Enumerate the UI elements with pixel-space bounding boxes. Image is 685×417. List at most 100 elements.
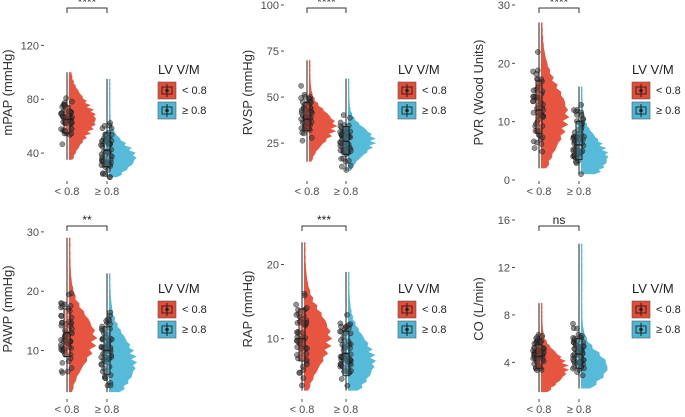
legend-dot — [639, 327, 643, 332]
data-point — [530, 138, 537, 145]
data-point — [58, 342, 64, 348]
violin-ge-0-8 — [581, 243, 608, 389]
box-iqr — [342, 126, 350, 155]
violin-ge-0-8 — [581, 86, 609, 175]
data-point — [338, 376, 345, 382]
data-point — [68, 290, 75, 297]
y-tick-label: 80 — [27, 94, 39, 106]
legend-key-ge-0-8 — [157, 101, 177, 120]
legend-dot — [405, 327, 409, 332]
x-tick-label: < 0.8 — [295, 186, 320, 198]
violin-lt-0-8 — [69, 237, 98, 393]
data-point — [64, 368, 71, 375]
legend-label: ≥ 0.8 — [182, 105, 206, 117]
legend-label: < 0.8 — [182, 304, 207, 316]
y-tick-label: 10 — [498, 117, 510, 129]
chart-panel-6: CO (L/min) 4 8 12 16 < 0.8 ≥ 0.8 ns LV V/M < 0.8 ≥… — [471, 213, 681, 416]
legend-dot — [639, 108, 643, 113]
data-point — [536, 132, 543, 139]
violin-ge-0-8 — [109, 273, 138, 393]
data-point — [298, 125, 305, 132]
legend-title: LV V/M — [632, 281, 674, 296]
data-point — [539, 148, 546, 155]
y-tick-label: 30 — [27, 227, 39, 239]
violin-lt-0-8 — [304, 242, 333, 391]
chart-panel-2: RVSP (mmHg) 25 50 75 100 < 0.8 ≥ 0.8 **** LV V/M… — [240, 0, 447, 198]
legend-box — [401, 106, 413, 115]
data-point — [570, 356, 576, 362]
legend-label: ≥ 0.8 — [182, 324, 206, 336]
data-point — [304, 305, 310, 311]
data-point — [298, 95, 304, 101]
legend-key-lt-0-8 — [397, 300, 417, 319]
y-tick-label: 20 — [498, 58, 510, 70]
data-point — [293, 301, 299, 308]
violin-lt-0-8 — [541, 22, 570, 169]
violin-lt-0-8 — [309, 60, 338, 162]
data-point — [346, 356, 353, 363]
data-point — [340, 112, 347, 118]
legend-key-ge-0-8 — [157, 320, 177, 339]
x-tick-label: < 0.8 — [527, 186, 552, 198]
legend-key-lt-0-8 — [631, 81, 651, 100]
legend-title: LV V/M — [398, 281, 440, 296]
legend-key-ge-0-8 — [397, 101, 417, 120]
y-tick-label: 8 — [504, 310, 510, 322]
significance-bracket — [538, 225, 580, 231]
legend-box — [635, 325, 647, 334]
data-point — [59, 369, 66, 376]
y-tick-label: 0 — [504, 175, 510, 187]
violin-lt-0-8 — [541, 303, 570, 393]
legend-key-ge-0-8 — [397, 320, 417, 339]
legend-box — [635, 86, 647, 95]
significance-label: **** — [550, 0, 569, 9]
legend-label: ≥ 0.8 — [422, 105, 446, 117]
data-point — [59, 359, 66, 366]
data-point — [63, 95, 69, 101]
chart-panel-3: PVR (Wood Units) 0 10 20 30 < 0.8 ≥ 0.8 **** LV … — [471, 0, 681, 198]
x-tick-label: < 0.8 — [290, 404, 315, 416]
x-tick-label: ≥ 0.8 — [567, 186, 591, 198]
legend-label: < 0.8 — [422, 85, 447, 97]
significance-label: **** — [78, 0, 97, 9]
legend-dot — [639, 307, 643, 312]
data-point — [348, 368, 354, 374]
data-point — [58, 313, 65, 319]
legend-label: < 0.8 — [422, 304, 447, 316]
legend-label: < 0.8 — [182, 85, 207, 97]
y-tick-label: 75 — [267, 46, 279, 58]
y-tick-label: 4 — [504, 357, 510, 369]
data-point — [337, 328, 343, 335]
legend-title: LV V/M — [632, 62, 674, 77]
y-axis-title: CO (L/min) — [471, 277, 486, 341]
data-point — [339, 163, 345, 170]
legend-dot — [405, 108, 409, 113]
data-point — [301, 292, 308, 299]
data-point — [570, 320, 576, 327]
significance-label: ns — [553, 213, 566, 227]
data-point — [295, 338, 302, 345]
legend-dot — [639, 88, 643, 93]
data-point — [304, 345, 310, 352]
legend-title: LV V/M — [158, 281, 200, 296]
chart-panel-4: PAWP (mmHg) 10 20 30 < 0.8 ≥ 0.8 ** LV V/M < 0.8… — [0, 213, 207, 416]
data-point — [538, 141, 545, 147]
data-point — [107, 156, 114, 163]
legend-label: ≥ 0.8 — [422, 324, 446, 336]
x-tick-label: < 0.8 — [55, 186, 80, 198]
legend-box — [161, 325, 173, 334]
legend-box — [401, 305, 413, 314]
data-point — [530, 68, 536, 75]
legend-box — [161, 305, 173, 314]
x-tick-label: ≥ 0.8 — [95, 404, 119, 416]
data-point — [337, 119, 344, 126]
legend-title: LV V/M — [158, 62, 200, 77]
data-point — [296, 370, 303, 376]
y-tick-label: 20 — [267, 260, 279, 272]
data-point — [67, 355, 74, 362]
data-point — [59, 141, 66, 148]
chart-panel-1: mPAP (mmHg) 40 80 120 < 0.8 ≥ 0.8 **** LV V/M < … — [0, 0, 207, 198]
violin-ge-0-8 — [109, 79, 137, 178]
data-point — [571, 107, 577, 113]
y-tick-label: 30 — [498, 0, 510, 12]
